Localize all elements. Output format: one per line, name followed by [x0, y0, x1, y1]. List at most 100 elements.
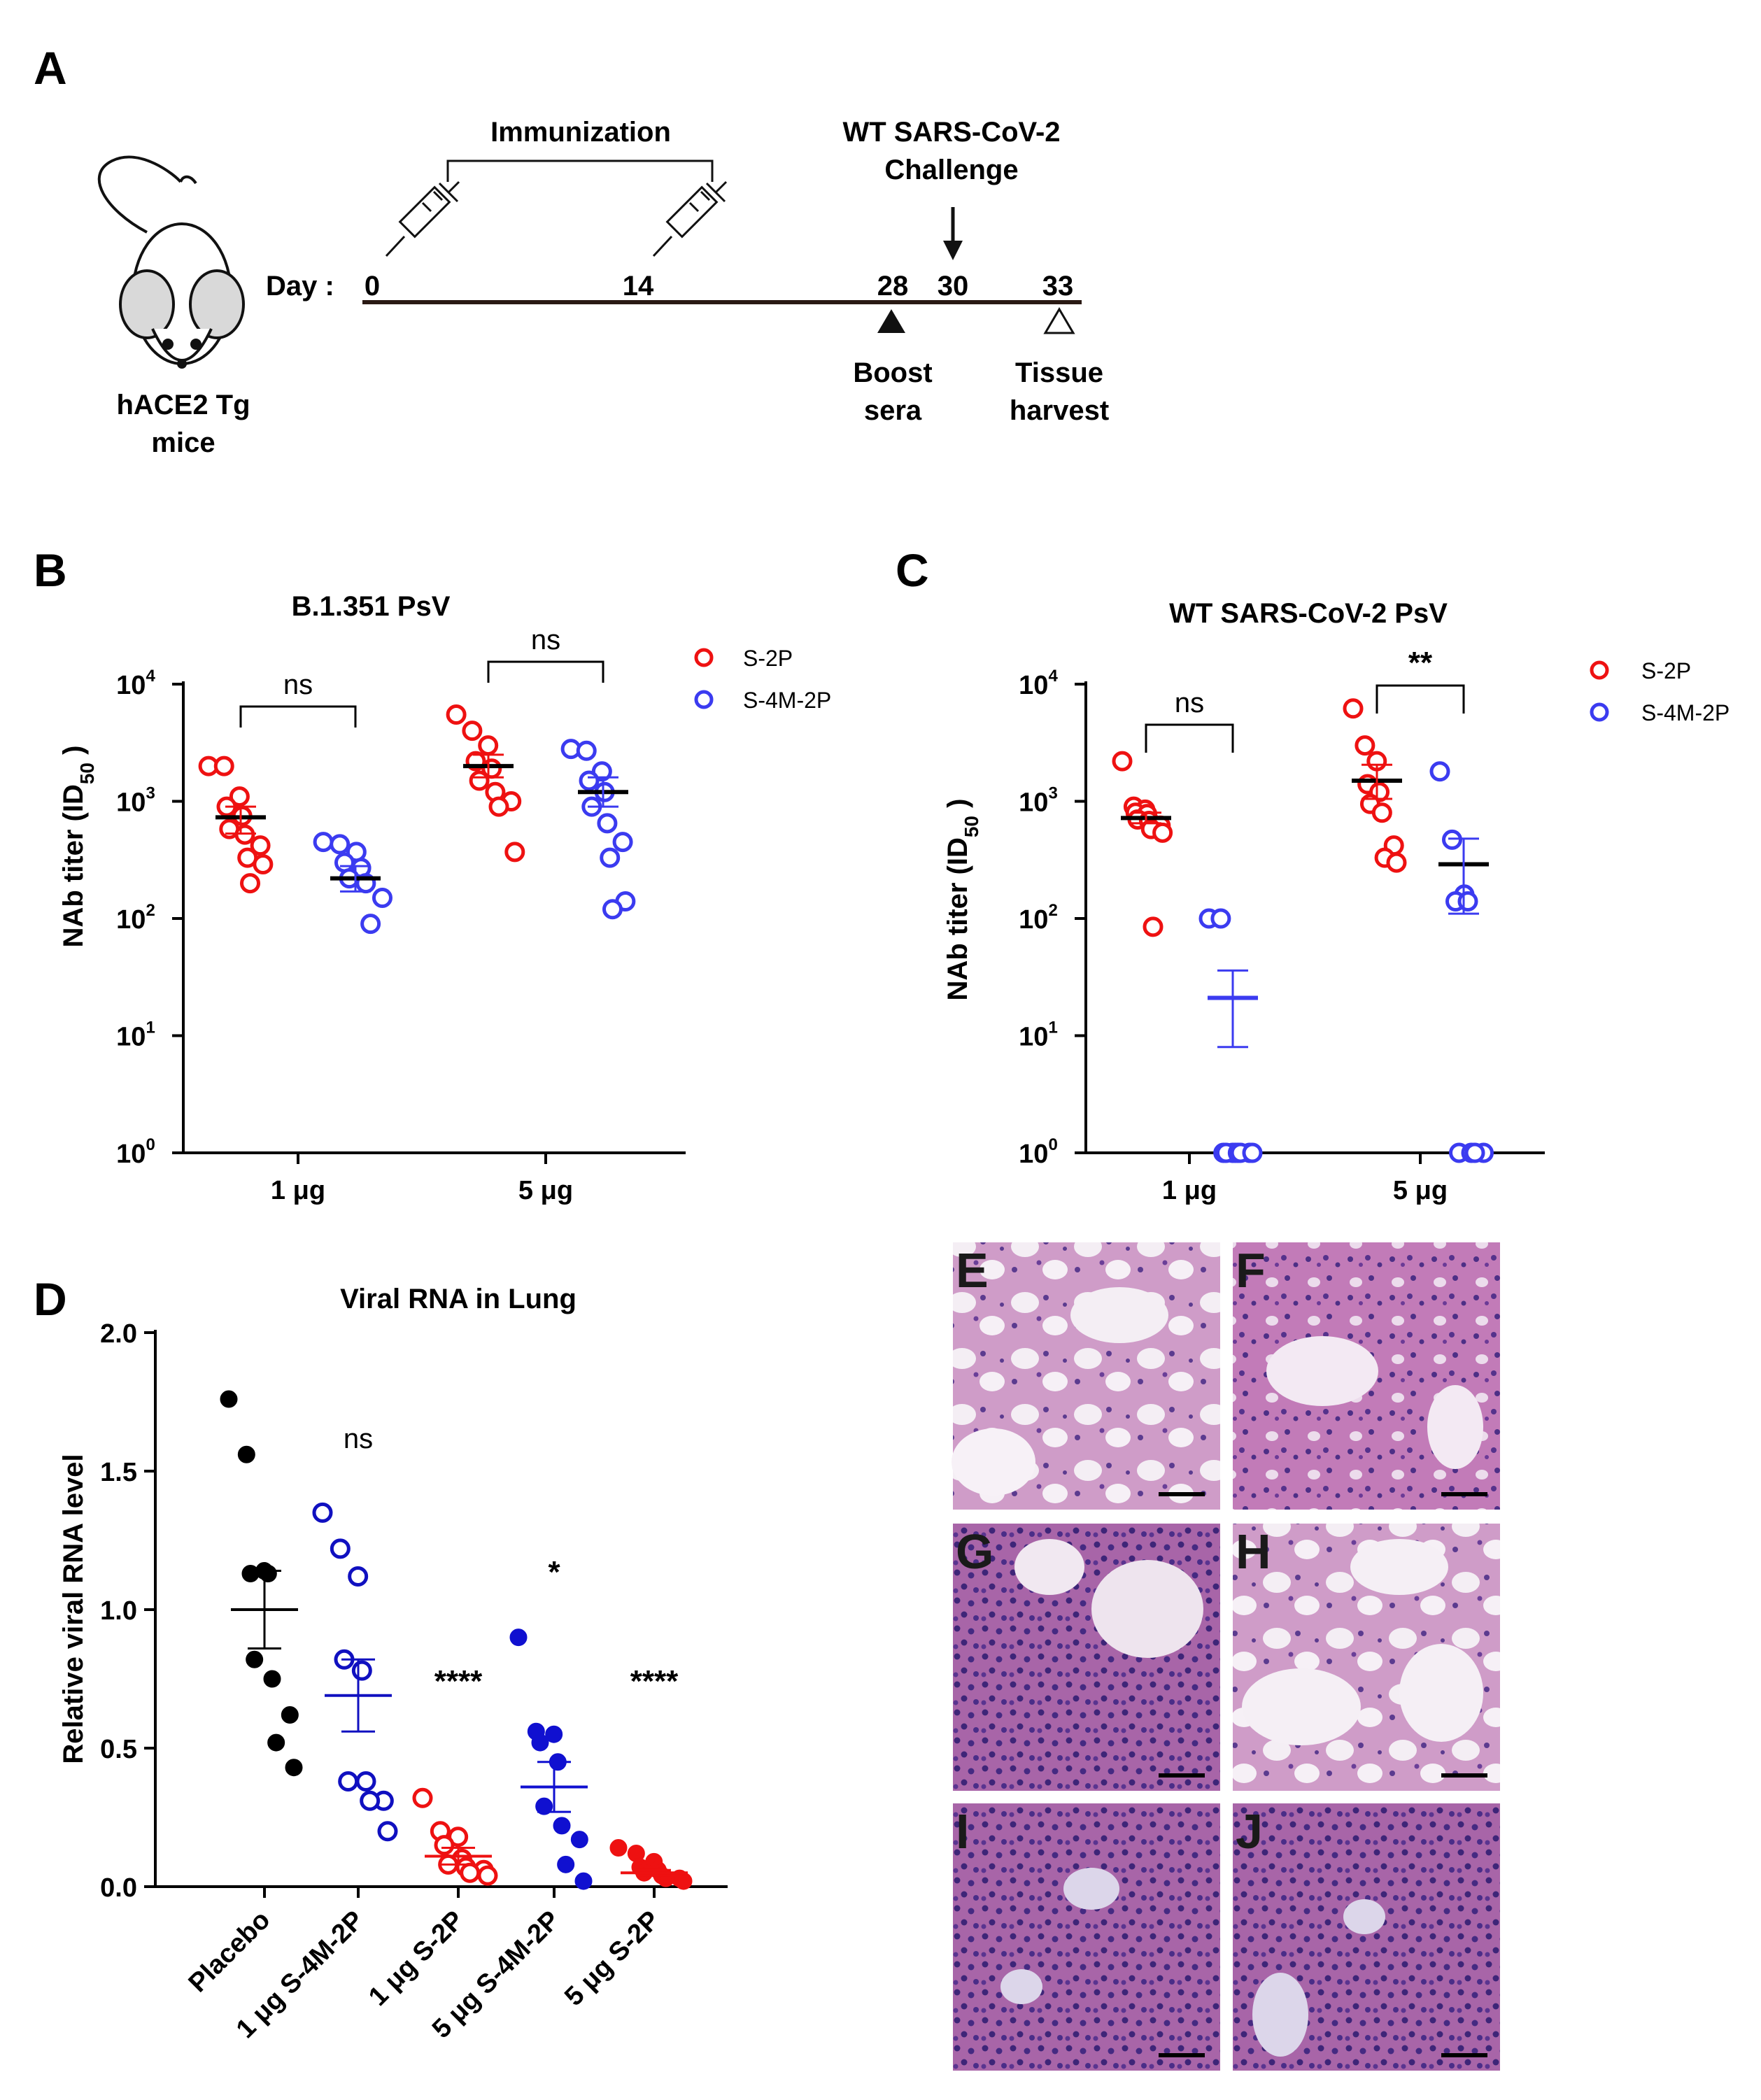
timeline-panel: hACE2 Tg mice Day : 0 14 28 30 33 Immuni… — [97, 117, 1109, 458]
histology-image-f: F — [1233, 1242, 1500, 1510]
legend-b-swatch-s4m2p — [694, 690, 714, 709]
data-point — [1152, 822, 1173, 843]
chart-b-y-tick-label: 103 — [116, 784, 155, 818]
data-point — [478, 735, 499, 756]
data-point — [229, 786, 250, 807]
significance-label: ** — [1408, 646, 1433, 680]
mouse-label-line1: hACE2 Tg — [116, 390, 250, 420]
data-point — [488, 796, 509, 817]
legend-c-label-s2p: S-2P — [1641, 658, 1691, 683]
data-point — [1242, 1142, 1263, 1163]
chart-c: WT SARS-CoV-2 PsV NAb titer (ID50 ) 100 1… — [942, 598, 1730, 1205]
day-0: 0 — [365, 271, 380, 301]
chart-b-ylabel: NAb titer (ID50 ) — [58, 746, 98, 948]
data-point — [579, 770, 600, 791]
day-label: Day : — [266, 271, 334, 301]
boost-label-line1: Boost — [853, 357, 932, 388]
significance-label: ns — [531, 625, 560, 655]
significance-bracket — [487, 660, 604, 683]
chart-b-y-tick-label: 102 — [116, 901, 155, 935]
data-point — [612, 832, 633, 853]
data-point — [609, 1839, 628, 1857]
chart-b: B.1.351 PsV NAb titer (ID50 ) 100 101 102 1… — [58, 591, 831, 1205]
panel-letter-b: B — [34, 544, 67, 596]
data-point — [576, 740, 597, 761]
legend-c-label-s4m2p: S-4M-2P — [1641, 700, 1730, 725]
data-point — [338, 1771, 359, 1792]
data-point — [597, 813, 618, 834]
data-point — [1386, 852, 1407, 873]
chart-b-y-tick-label: 104 — [116, 667, 155, 700]
tissue-label-line2: harvest — [1010, 395, 1109, 426]
data-point — [1429, 761, 1450, 782]
data-point — [240, 873, 260, 894]
challenge-label-line1: WT SARS-CoV-2 — [842, 117, 1060, 148]
day-14: 14 — [623, 271, 654, 301]
chart-d-y-tick-label: 1.5 — [100, 1458, 137, 1487]
data-point — [312, 1502, 333, 1523]
chart-d-y-tick-label: 2.0 — [100, 1319, 137, 1349]
data-point — [504, 842, 525, 863]
significance-label: **** — [434, 1664, 483, 1698]
significance-label: **** — [630, 1664, 679, 1698]
data-point — [313, 832, 334, 853]
data-point — [557, 1855, 575, 1873]
data-point — [253, 854, 274, 875]
data-point — [1112, 751, 1133, 772]
significance-label: * — [548, 1555, 560, 1589]
mouse-label-line2: mice — [151, 427, 215, 458]
histology-image-j: J — [1233, 1803, 1500, 2071]
chart-c-x-tick-label: 5 μg — [1393, 1176, 1448, 1205]
data-point — [674, 1872, 693, 1890]
histology-image-h: H — [1233, 1524, 1500, 1791]
histology-grid: E F G H I — [952, 1242, 1500, 2071]
histology-image-i: I — [953, 1803, 1220, 2071]
data-point — [602, 899, 623, 920]
legend-b: S-2P S-4M-2P — [694, 646, 831, 713]
data-point — [237, 1445, 255, 1463]
data-point — [462, 721, 483, 742]
data-point — [574, 1872, 593, 1890]
data-point — [246, 1650, 264, 1668]
data-point — [377, 1821, 398, 1842]
data-point — [360, 914, 381, 935]
chart-c-title: WT SARS-CoV-2 PsV — [1169, 598, 1448, 629]
data-point — [570, 1831, 588, 1849]
data-point — [434, 1835, 455, 1856]
data-point — [1442, 829, 1462, 850]
day-28: 28 — [877, 271, 909, 301]
data-point — [545, 1725, 563, 1743]
data-point — [330, 1538, 351, 1559]
legend-b-label-s4m2p: S-4M-2P — [743, 688, 831, 713]
data-point — [372, 888, 392, 909]
significance-bracket — [1375, 684, 1465, 714]
data-point — [1143, 916, 1164, 937]
data-point — [220, 1390, 238, 1408]
data-point — [241, 1565, 260, 1583]
data-point — [477, 1865, 498, 1886]
data-point — [285, 1759, 303, 1777]
mouse-icon — [97, 155, 245, 369]
data-point — [412, 1787, 433, 1808]
chart-b-y-tick-label: 100 — [116, 1135, 155, 1169]
chart-c-y-tick-label: 104 — [1019, 667, 1058, 700]
day-33: 33 — [1042, 271, 1074, 301]
data-point — [1464, 1142, 1485, 1163]
histology-image-e: E — [952, 1242, 1220, 1510]
data-point — [600, 847, 621, 868]
data-point — [1355, 735, 1375, 756]
histology-label-h: H — [1236, 1524, 1271, 1579]
data-point — [553, 1817, 571, 1835]
chart-b-x-tick-label: 5 μg — [518, 1176, 573, 1205]
data-point — [263, 1670, 281, 1688]
legend-c-swatch-s2p — [1590, 660, 1609, 680]
data-point — [1371, 802, 1392, 823]
immunization-bracket — [446, 159, 714, 182]
data-point — [360, 1790, 381, 1811]
data-point — [259, 1565, 277, 1583]
chart-c-y-tick-label: 100 — [1019, 1135, 1058, 1169]
significance-bracket — [239, 705, 357, 728]
histology-label-f: F — [1236, 1243, 1266, 1298]
histology-image-g: G — [953, 1524, 1220, 1791]
legend-c-swatch-s4m2p — [1590, 702, 1609, 722]
